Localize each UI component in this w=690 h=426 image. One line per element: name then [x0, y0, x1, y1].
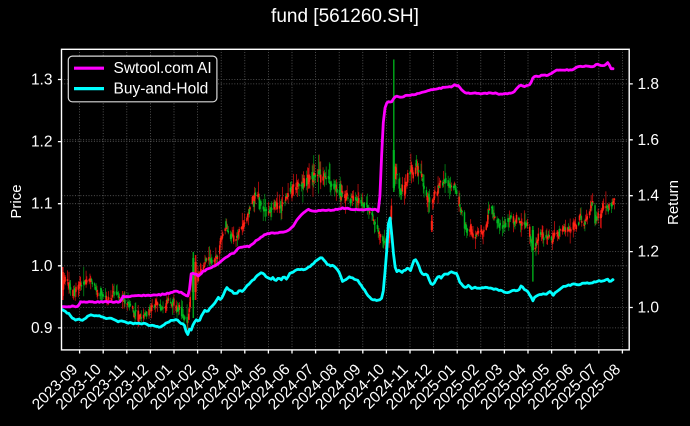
- svg-text:Price: Price: [8, 184, 25, 218]
- svg-text:Buy-and-Hold: Buy-and-Hold: [114, 81, 209, 98]
- svg-text:1.0: 1.0: [31, 258, 53, 275]
- svg-text:fund [561260.SH]: fund [561260.SH]: [271, 6, 419, 27]
- svg-text:1.8: 1.8: [638, 76, 660, 93]
- svg-text:1.6: 1.6: [638, 132, 660, 149]
- svg-text:0.9: 0.9: [31, 320, 53, 337]
- svg-text:Swtool.com AI: Swtool.com AI: [114, 60, 212, 77]
- svg-text:1.1: 1.1: [31, 196, 53, 213]
- svg-text:1.4: 1.4: [638, 188, 660, 205]
- svg-text:1.2: 1.2: [638, 244, 660, 261]
- svg-text:1.0: 1.0: [638, 300, 660, 317]
- svg-text:1.3: 1.3: [31, 72, 53, 89]
- svg-text:1.2: 1.2: [31, 134, 53, 151]
- svg-text:Return: Return: [665, 180, 682, 225]
